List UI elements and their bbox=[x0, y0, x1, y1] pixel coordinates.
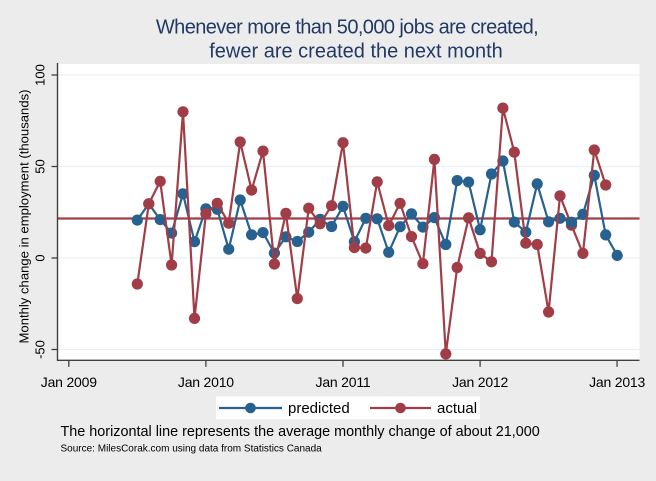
svg-text:-50: -50 bbox=[32, 340, 47, 359]
svg-text:100: 100 bbox=[32, 64, 47, 86]
svg-text:Jan 2011: Jan 2011 bbox=[316, 374, 371, 390]
svg-text:actual: actual bbox=[437, 400, 477, 417]
svg-text:Jan 2010: Jan 2010 bbox=[178, 374, 234, 390]
svg-text:0: 0 bbox=[32, 254, 47, 261]
svg-text:Monthly change in employment (: Monthly change in employment (thousands) bbox=[17, 89, 32, 343]
svg-text:Jan 2013: Jan 2013 bbox=[589, 374, 645, 390]
svg-text:Jan 2009: Jan 2009 bbox=[41, 374, 97, 390]
svg-text:50: 50 bbox=[32, 159, 47, 173]
svg-text:Source: MilesCorak.com using d: Source: MilesCorak.com using data from S… bbox=[61, 444, 323, 455]
svg-text:Whenever more than 50,000 jobs: Whenever more than 50,000 jobs are creat… bbox=[156, 17, 538, 39]
svg-text:The horizontal line represents: The horizontal line represents the avera… bbox=[61, 424, 540, 440]
svg-text:fewer are created the next mon: fewer are created the next month bbox=[209, 41, 503, 63]
svg-text:Jan 2012: Jan 2012 bbox=[452, 374, 508, 390]
svg-text:predicted: predicted bbox=[288, 400, 350, 417]
